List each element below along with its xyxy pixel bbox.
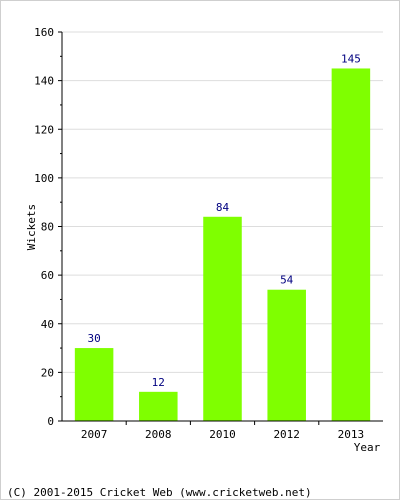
data-label-2013: 145 xyxy=(341,52,361,65)
y-tick-label: 40 xyxy=(41,318,54,331)
bar-2007 xyxy=(74,348,114,421)
y-tick-label: 120 xyxy=(34,123,54,136)
bar-2012 xyxy=(267,289,306,421)
y-tick-label: 160 xyxy=(34,26,54,39)
y-tick-label: 100 xyxy=(34,172,54,185)
data-label-2008: 12 xyxy=(152,376,165,389)
x-tick-label: 2012 xyxy=(273,428,300,441)
y-tick-label: 60 xyxy=(41,269,54,282)
x-tick-label: 2010 xyxy=(209,428,236,441)
y-tick-label: 0 xyxy=(47,415,54,428)
x-tick-label: 2008 xyxy=(145,428,172,441)
x-tick-label: 2013 xyxy=(338,428,365,441)
data-label-2010: 84 xyxy=(216,201,230,214)
axes: 0 20 40 60 80 100 120 140 160 2007 2008 2010 2012 201… xyxy=(34,26,383,441)
data-label-2012: 54 xyxy=(280,274,294,287)
y-tick-label: 140 xyxy=(34,75,54,88)
copyright-footer: (C) 2001-2015 Cricket Web (www.cricketwe… xyxy=(7,486,312,499)
bar-2013 xyxy=(331,68,371,421)
bar-2008 xyxy=(139,391,178,421)
y-tick-label: 20 xyxy=(41,366,54,379)
bars xyxy=(74,68,371,421)
y-axis-label: Wickets xyxy=(25,204,38,250)
x-tick-label: 2007 xyxy=(81,428,108,441)
y-tick-label: 80 xyxy=(41,221,54,234)
data-label-2007: 30 xyxy=(87,332,100,345)
data-labels: 30 12 84 54 145 xyxy=(87,52,360,388)
bar-2010 xyxy=(203,216,242,421)
x-axis-label: Year xyxy=(354,441,381,454)
